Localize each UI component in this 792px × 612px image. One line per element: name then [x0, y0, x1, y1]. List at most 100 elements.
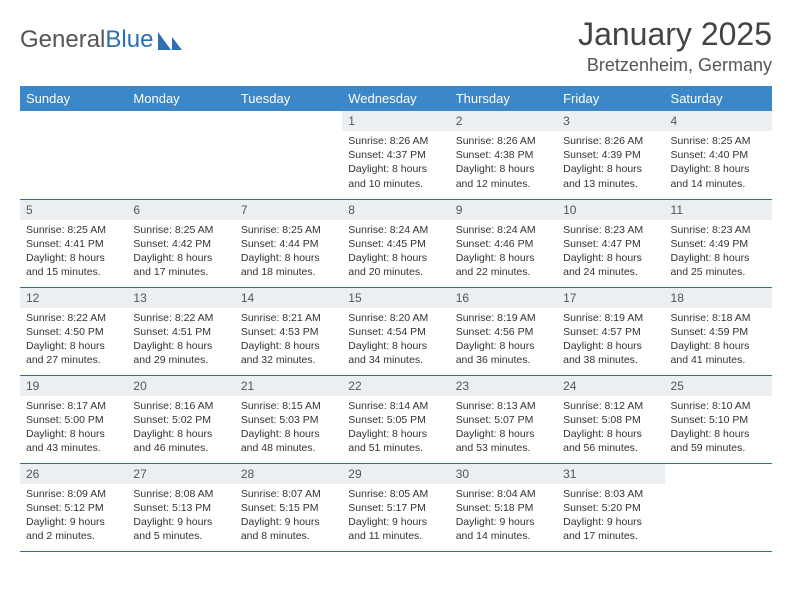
calendar-empty-cell — [235, 111, 342, 199]
day-number: 29 — [342, 464, 449, 484]
day-number: 1 — [342, 111, 449, 131]
day-details: Sunrise: 8:26 AMSunset: 4:37 PMDaylight:… — [342, 131, 449, 196]
day-details: Sunrise: 8:25 AMSunset: 4:44 PMDaylight:… — [235, 220, 342, 285]
calendar-day-cell: 5Sunrise: 8:25 AMSunset: 4:41 PMDaylight… — [20, 199, 127, 287]
weekday-header-row: SundayMondayTuesdayWednesdayThursdayFrid… — [20, 86, 772, 111]
calendar-day-cell: 25Sunrise: 8:10 AMSunset: 5:10 PMDayligh… — [665, 375, 772, 463]
calendar-table: SundayMondayTuesdayWednesdayThursdayFrid… — [20, 86, 772, 552]
day-details: Sunrise: 8:10 AMSunset: 5:10 PMDaylight:… — [665, 396, 772, 461]
title-block: January 2025 Bretzenheim, Germany — [578, 16, 772, 76]
weekday-header: Friday — [557, 86, 664, 111]
logo-text-blue: Blue — [105, 26, 153, 54]
calendar-day-cell: 28Sunrise: 8:07 AMSunset: 5:15 PMDayligh… — [235, 463, 342, 551]
day-details: Sunrise: 8:26 AMSunset: 4:39 PMDaylight:… — [557, 131, 664, 196]
day-details: Sunrise: 8:04 AMSunset: 5:18 PMDaylight:… — [450, 484, 557, 549]
header: GeneralBlue January 2025 Bretzenheim, Ge… — [20, 16, 772, 76]
calendar-day-cell: 20Sunrise: 8:16 AMSunset: 5:02 PMDayligh… — [127, 375, 234, 463]
day-details: Sunrise: 8:25 AMSunset: 4:42 PMDaylight:… — [127, 220, 234, 285]
day-number: 5 — [20, 200, 127, 220]
calendar-day-cell: 2Sunrise: 8:26 AMSunset: 4:38 PMDaylight… — [450, 111, 557, 199]
day-number: 3 — [557, 111, 664, 131]
day-details: Sunrise: 8:19 AMSunset: 4:57 PMDaylight:… — [557, 308, 664, 373]
day-number: 27 — [127, 464, 234, 484]
calendar-day-cell: 10Sunrise: 8:23 AMSunset: 4:47 PMDayligh… — [557, 199, 664, 287]
day-details: Sunrise: 8:25 AMSunset: 4:40 PMDaylight:… — [665, 131, 772, 196]
day-number: 25 — [665, 376, 772, 396]
calendar-day-cell: 17Sunrise: 8:19 AMSunset: 4:57 PMDayligh… — [557, 287, 664, 375]
calendar-day-cell: 19Sunrise: 8:17 AMSunset: 5:00 PMDayligh… — [20, 375, 127, 463]
day-details: Sunrise: 8:08 AMSunset: 5:13 PMDaylight:… — [127, 484, 234, 549]
day-number: 7 — [235, 200, 342, 220]
day-number: 24 — [557, 376, 664, 396]
calendar-week-row: 1Sunrise: 8:26 AMSunset: 4:37 PMDaylight… — [20, 111, 772, 199]
calendar-day-cell: 1Sunrise: 8:26 AMSunset: 4:37 PMDaylight… — [342, 111, 449, 199]
day-number: 26 — [20, 464, 127, 484]
day-details: Sunrise: 8:20 AMSunset: 4:54 PMDaylight:… — [342, 308, 449, 373]
calendar-day-cell: 14Sunrise: 8:21 AMSunset: 4:53 PMDayligh… — [235, 287, 342, 375]
calendar-day-cell: 26Sunrise: 8:09 AMSunset: 5:12 PMDayligh… — [20, 463, 127, 551]
day-number: 17 — [557, 288, 664, 308]
day-number: 28 — [235, 464, 342, 484]
calendar-week-row: 12Sunrise: 8:22 AMSunset: 4:50 PMDayligh… — [20, 287, 772, 375]
day-details: Sunrise: 8:24 AMSunset: 4:46 PMDaylight:… — [450, 220, 557, 285]
day-number: 23 — [450, 376, 557, 396]
calendar-empty-cell — [127, 111, 234, 199]
day-number: 6 — [127, 200, 234, 220]
day-number: 2 — [450, 111, 557, 131]
calendar-day-cell: 7Sunrise: 8:25 AMSunset: 4:44 PMDaylight… — [235, 199, 342, 287]
calendar-day-cell: 24Sunrise: 8:12 AMSunset: 5:08 PMDayligh… — [557, 375, 664, 463]
day-number: 31 — [557, 464, 664, 484]
day-details: Sunrise: 8:03 AMSunset: 5:20 PMDaylight:… — [557, 484, 664, 549]
weekday-header: Thursday — [450, 86, 557, 111]
day-number: 10 — [557, 200, 664, 220]
day-details: Sunrise: 8:15 AMSunset: 5:03 PMDaylight:… — [235, 396, 342, 461]
calendar-day-cell: 16Sunrise: 8:19 AMSunset: 4:56 PMDayligh… — [450, 287, 557, 375]
day-details: Sunrise: 8:12 AMSunset: 5:08 PMDaylight:… — [557, 396, 664, 461]
weekday-header: Saturday — [665, 86, 772, 111]
calendar-day-cell: 3Sunrise: 8:26 AMSunset: 4:39 PMDaylight… — [557, 111, 664, 199]
day-number: 15 — [342, 288, 449, 308]
calendar-empty-cell — [20, 111, 127, 199]
title-month: January 2025 — [578, 16, 772, 53]
day-details: Sunrise: 8:22 AMSunset: 4:50 PMDaylight:… — [20, 308, 127, 373]
calendar-day-cell: 4Sunrise: 8:25 AMSunset: 4:40 PMDaylight… — [665, 111, 772, 199]
day-number: 12 — [20, 288, 127, 308]
calendar-day-cell: 18Sunrise: 8:18 AMSunset: 4:59 PMDayligh… — [665, 287, 772, 375]
day-details: Sunrise: 8:22 AMSunset: 4:51 PMDaylight:… — [127, 308, 234, 373]
day-details: Sunrise: 8:16 AMSunset: 5:02 PMDaylight:… — [127, 396, 234, 461]
day-details: Sunrise: 8:24 AMSunset: 4:45 PMDaylight:… — [342, 220, 449, 285]
calendar-day-cell: 11Sunrise: 8:23 AMSunset: 4:49 PMDayligh… — [665, 199, 772, 287]
day-number: 20 — [127, 376, 234, 396]
day-number: 21 — [235, 376, 342, 396]
day-number: 4 — [665, 111, 772, 131]
day-number: 19 — [20, 376, 127, 396]
calendar-day-cell: 29Sunrise: 8:05 AMSunset: 5:17 PMDayligh… — [342, 463, 449, 551]
day-details: Sunrise: 8:23 AMSunset: 4:47 PMDaylight:… — [557, 220, 664, 285]
calendar-day-cell: 6Sunrise: 8:25 AMSunset: 4:42 PMDaylight… — [127, 199, 234, 287]
calendar-body: 1Sunrise: 8:26 AMSunset: 4:37 PMDaylight… — [20, 111, 772, 551]
day-number: 13 — [127, 288, 234, 308]
logo-sail-icon — [157, 29, 183, 51]
day-details: Sunrise: 8:14 AMSunset: 5:05 PMDaylight:… — [342, 396, 449, 461]
logo-text-general: General — [20, 26, 105, 54]
calendar-week-row: 5Sunrise: 8:25 AMSunset: 4:41 PMDaylight… — [20, 199, 772, 287]
weekday-header: Wednesday — [342, 86, 449, 111]
calendar-day-cell: 30Sunrise: 8:04 AMSunset: 5:18 PMDayligh… — [450, 463, 557, 551]
calendar-day-cell: 15Sunrise: 8:20 AMSunset: 4:54 PMDayligh… — [342, 287, 449, 375]
day-number: 14 — [235, 288, 342, 308]
day-details: Sunrise: 8:13 AMSunset: 5:07 PMDaylight:… — [450, 396, 557, 461]
day-details: Sunrise: 8:21 AMSunset: 4:53 PMDaylight:… — [235, 308, 342, 373]
calendar-day-cell: 12Sunrise: 8:22 AMSunset: 4:50 PMDayligh… — [20, 287, 127, 375]
day-number: 18 — [665, 288, 772, 308]
day-details: Sunrise: 8:05 AMSunset: 5:17 PMDaylight:… — [342, 484, 449, 549]
calendar-day-cell: 9Sunrise: 8:24 AMSunset: 4:46 PMDaylight… — [450, 199, 557, 287]
day-details: Sunrise: 8:09 AMSunset: 5:12 PMDaylight:… — [20, 484, 127, 549]
calendar-week-row: 26Sunrise: 8:09 AMSunset: 5:12 PMDayligh… — [20, 463, 772, 551]
day-number: 16 — [450, 288, 557, 308]
calendar-day-cell: 27Sunrise: 8:08 AMSunset: 5:13 PMDayligh… — [127, 463, 234, 551]
calendar-day-cell: 23Sunrise: 8:13 AMSunset: 5:07 PMDayligh… — [450, 375, 557, 463]
day-number: 11 — [665, 200, 772, 220]
logo: GeneralBlue — [20, 26, 183, 54]
calendar-day-cell: 13Sunrise: 8:22 AMSunset: 4:51 PMDayligh… — [127, 287, 234, 375]
weekday-header: Tuesday — [235, 86, 342, 111]
